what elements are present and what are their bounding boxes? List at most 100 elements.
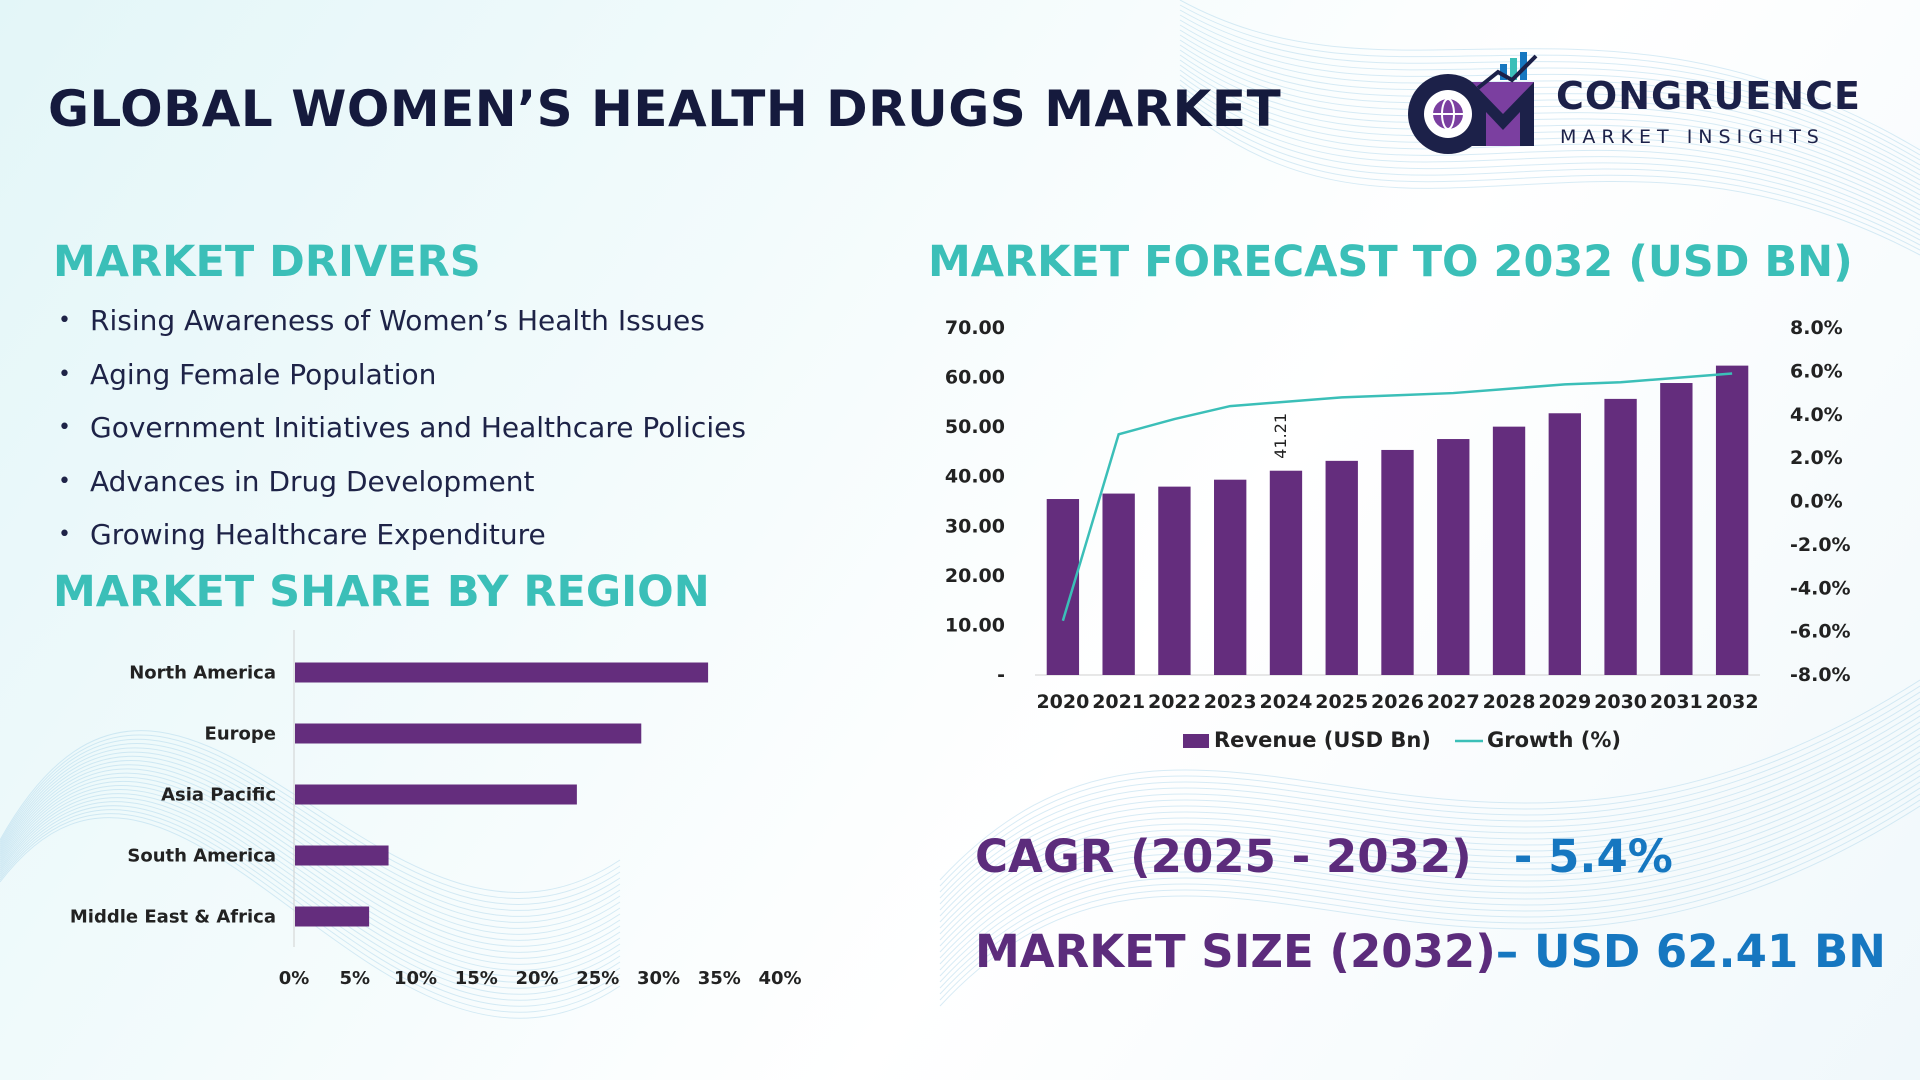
wave-line <box>939 709 1920 911</box>
x-tick-label: 2021 <box>1092 691 1145 713</box>
category-label: North America <box>129 663 276 684</box>
wave-line <box>939 745 1920 947</box>
wave-line <box>939 721 1920 923</box>
region-bar <box>295 723 642 744</box>
market-size-kpi: MARKET SIZE (2032)– USD 62.41 BN <box>975 925 1886 978</box>
drivers-list: • Rising Awareness of Women’s Health Issu… <box>58 294 746 562</box>
wave-line <box>939 733 1920 935</box>
wave-line <box>0 772 621 953</box>
wave-line <box>939 775 1920 977</box>
y-right-tick-label: 2.0% <box>1790 447 1843 469</box>
region-bar <box>295 906 370 927</box>
wave-line <box>0 805 621 1001</box>
y-right-tick-label: -2.0% <box>1790 534 1851 556</box>
x-tick-label: 10% <box>394 968 437 989</box>
wave-line <box>939 697 1920 899</box>
y-left-tick-label: 40.00 <box>945 466 1005 488</box>
wave-line <box>0 768 621 947</box>
revenue-bar <box>1325 460 1358 675</box>
x-tick-label: 2027 <box>1427 691 1480 713</box>
wave-line <box>939 703 1920 905</box>
x-tick-label: 2030 <box>1594 691 1647 713</box>
wave-line <box>0 813 621 1013</box>
wave-line <box>0 776 621 959</box>
x-tick-label: 25% <box>576 968 619 989</box>
company-logo: CONGRUENCE MARKET INSIGHTS <box>1400 52 1880 162</box>
legend-swatch-revenue <box>1183 734 1209 748</box>
wave-line <box>0 760 621 935</box>
wave-line <box>0 793 621 983</box>
category-label: Europe <box>205 724 276 745</box>
drivers-title: MARKET DRIVERS <box>53 237 481 287</box>
wave-line <box>0 801 621 995</box>
x-tick-label: 2026 <box>1371 691 1424 713</box>
wave-line <box>939 793 1920 995</box>
wave-line <box>1179 0 1920 151</box>
wave-line <box>1179 84 1920 236</box>
market-size-label: MARKET SIZE (2032) <box>975 925 1496 978</box>
y-left-tick-label: 30.00 <box>945 515 1005 537</box>
region-bar <box>295 662 709 683</box>
revenue-bar <box>1269 470 1303 675</box>
cagr-value: - 5.4% <box>1513 830 1673 883</box>
wave-line <box>1179 79 1920 231</box>
wave-line <box>0 797 621 989</box>
wave-line <box>0 817 621 1019</box>
category-label: Middle East & Africa <box>70 907 276 928</box>
revenue-bar <box>1604 398 1637 675</box>
x-tick-label: 2032 <box>1706 691 1759 713</box>
y-left-tick-label: 50.00 <box>945 416 1005 438</box>
legend-label-growth: Growth (%) <box>1487 728 1621 752</box>
x-tick-label: 35% <box>698 968 741 989</box>
logo-tagline: MARKET INSIGHTS <box>1560 126 1825 148</box>
wave-line <box>1179 89 1920 241</box>
wave-line <box>939 727 1920 929</box>
wave-line <box>939 715 1920 917</box>
driver-item: • Advances in Drug Development <box>58 455 746 509</box>
cagr-kpi: CAGR (2025 - 2032) - 5.4% <box>975 830 1673 883</box>
x-tick-label: 2029 <box>1538 691 1591 713</box>
wave-line <box>939 691 1920 893</box>
wave-line <box>939 787 1920 989</box>
y-left-tick-label: 20.00 <box>945 565 1005 587</box>
y-left-tick-label: 70.00 <box>945 317 1005 339</box>
wave-line <box>0 747 621 917</box>
y-right-tick-label: 0.0% <box>1790 491 1843 513</box>
wave-line <box>1179 94 1920 246</box>
x-tick-label: 2022 <box>1148 691 1201 713</box>
revenue-bar <box>1437 439 1470 675</box>
y-right-tick-label: 4.0% <box>1790 404 1843 426</box>
wave-line <box>0 789 621 977</box>
y-left-tick-label: - <box>997 664 1005 686</box>
category-label: South America <box>127 846 276 867</box>
forecast-title: MARKET FORECAST TO 2032 (USD BN) <box>928 237 1853 287</box>
revenue-bar <box>1214 479 1247 675</box>
forecast-chart: - 10.00 20.00 30.00 40.00 50.00 60.00 70.00 -8.0… <box>945 317 1851 752</box>
bullet-icon: • <box>58 415 71 441</box>
wave-line <box>0 785 621 971</box>
x-tick-label: 2025 <box>1315 691 1368 713</box>
market-size-value: – USD 62.41 BN <box>1495 925 1886 978</box>
wave-line <box>939 763 1920 965</box>
y-right-tick-label: -8.0% <box>1790 664 1851 686</box>
bullet-icon: • <box>58 361 71 387</box>
wave-line <box>0 764 621 941</box>
revenue-bar <box>1158 486 1191 675</box>
x-tick-label: 2023 <box>1204 691 1257 713</box>
wave-line <box>0 738 621 905</box>
driver-item: • Rising Awareness of Women’s Health Issu… <box>58 294 746 348</box>
x-tick-label: 2020 <box>1036 691 1089 713</box>
wave-line <box>0 743 621 911</box>
region-title: MARKET SHARE BY REGION <box>53 567 710 617</box>
wave-line <box>939 799 1920 1001</box>
driver-text: Rising Awareness of Women’s Health Issue… <box>90 304 705 338</box>
region-bar <box>295 845 389 866</box>
wave-line <box>939 781 1920 983</box>
driver-text: Advances in Drug Development <box>90 464 535 498</box>
x-tick-label: 40% <box>758 968 801 989</box>
cagr-label: CAGR (2025 - 2032) <box>975 830 1472 883</box>
y-left-tick-label: 10.00 <box>945 614 1005 636</box>
wave-line <box>939 757 1920 959</box>
